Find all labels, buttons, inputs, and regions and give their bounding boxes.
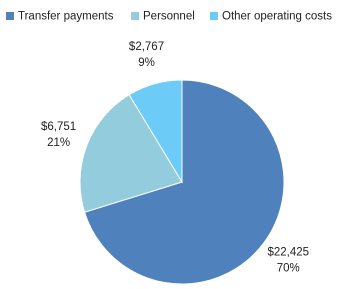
legend-swatch [131, 12, 139, 20]
pie-slice [83, 79, 285, 285]
percent-label: 21% [47, 137, 70, 149]
legend-label: Other operating costs [222, 11, 332, 23]
value-label: $6,751 [41, 121, 76, 133]
value-label: $2,767 [129, 41, 164, 53]
legend-label: Transfer payments [18, 11, 114, 23]
legend-swatch [210, 12, 218, 20]
legend-swatch [6, 12, 14, 20]
pie-slice [79, 94, 183, 213]
percent-label: 70% [277, 262, 300, 274]
percent-label: 9% [138, 57, 155, 69]
value-label: $22,425 [268, 246, 310, 258]
pie-slice [128, 79, 183, 184]
legend-label: Personnel [143, 11, 195, 23]
